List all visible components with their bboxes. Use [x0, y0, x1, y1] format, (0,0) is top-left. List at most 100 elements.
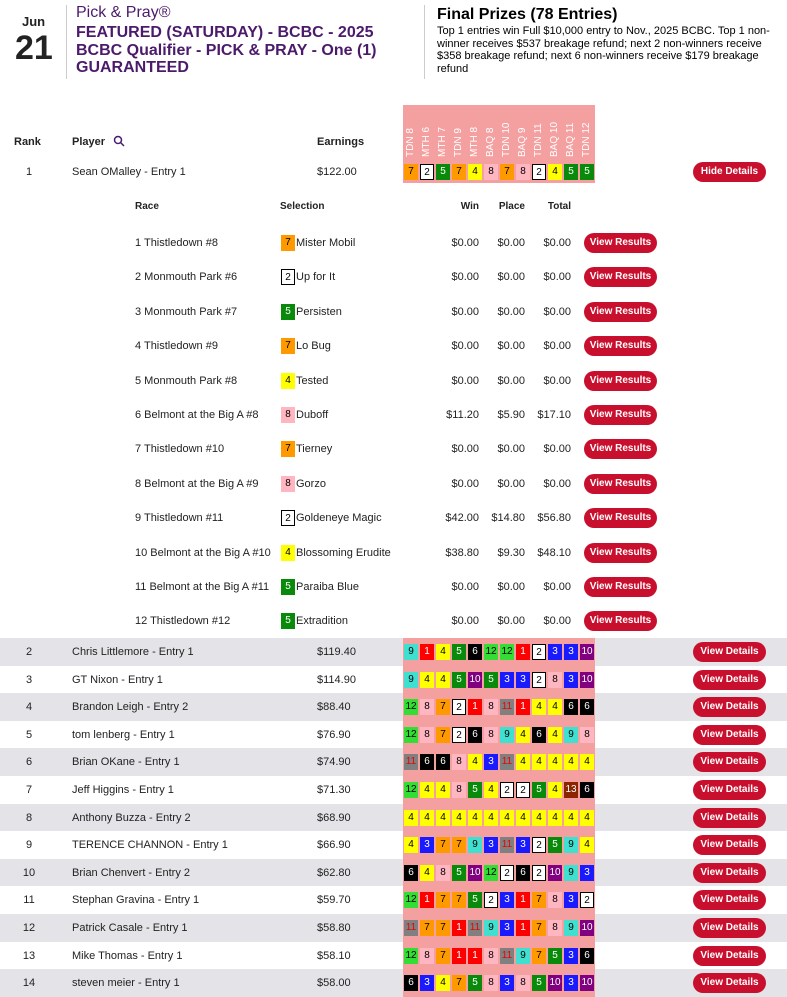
pick: 8: [420, 699, 434, 716]
pick: 10: [468, 864, 482, 881]
results-button[interactable]: View Results: [584, 267, 657, 288]
divider: [66, 5, 67, 79]
details-button[interactable]: View Details: [693, 669, 766, 690]
pick: 4: [436, 809, 450, 826]
details-button[interactable]: View Details: [693, 973, 766, 994]
date-month: Jun: [22, 14, 46, 29]
pick: 8: [436, 864, 450, 881]
results-button[interactable]: View Results: [584, 542, 657, 563]
pick: 11: [500, 947, 514, 964]
place: $0.00: [497, 615, 525, 628]
pick: 10: [548, 975, 562, 992]
details-header: Total: [547, 201, 571, 212]
details-button[interactable]: View Details: [693, 780, 766, 800]
results-button[interactable]: View Results: [584, 508, 657, 529]
search-icon[interactable]: [113, 135, 125, 147]
pick: 2: [532, 864, 546, 881]
pick: 8: [516, 164, 530, 180]
pick: 5: [468, 892, 482, 909]
divider: [424, 5, 425, 79]
pick: 6: [468, 726, 482, 743]
pick: 9: [484, 920, 498, 936]
pick: 3: [564, 892, 578, 909]
results-button[interactable]: View Results: [584, 473, 657, 494]
pick: 2: [452, 726, 466, 743]
rank: 13: [22, 949, 36, 962]
results-button[interactable]: View Results: [584, 611, 657, 632]
details-button[interactable]: View Details: [693, 835, 766, 856]
pick: 9: [564, 726, 578, 743]
pick: 9: [500, 726, 514, 743]
details-button[interactable]: View Details: [693, 642, 766, 662]
details-button[interactable]: View Details: [693, 918, 766, 938]
details-button[interactable]: Hide Details: [693, 162, 766, 182]
player: Brian OKane - Entry 1: [72, 756, 180, 769]
pick: 4: [420, 864, 434, 881]
pick: 6: [404, 864, 418, 881]
horse: Extradition: [296, 615, 348, 628]
pick: 5: [484, 671, 498, 688]
details-button[interactable]: View Details: [693, 697, 766, 718]
pick: 12: [404, 947, 418, 964]
results-button[interactable]: View Results: [584, 233, 657, 253]
pick: 6: [532, 726, 546, 743]
date-day: 21: [15, 29, 53, 67]
pick: 4: [580, 754, 594, 771]
place: $9.30: [497, 546, 525, 559]
pick: 7: [452, 164, 466, 180]
pick: 6: [404, 975, 418, 992]
race-band: [403, 720, 595, 749]
race-band: [403, 776, 595, 804]
brand: Pick & Pray®: [76, 4, 171, 21]
pick: 8: [420, 726, 434, 743]
details-header: Win: [460, 201, 479, 212]
pick: 2: [500, 864, 514, 881]
pick: 5: [452, 671, 466, 688]
pick: 7: [281, 441, 295, 458]
pick: 10: [468, 671, 482, 688]
rank: 9: [25, 839, 33, 852]
results-button[interactable]: View Results: [584, 301, 657, 322]
pick: 7: [436, 837, 450, 854]
details-button[interactable]: View Details: [693, 890, 766, 911]
pick: 9: [516, 947, 530, 964]
contest-title: FEATURED (SATURDAY) - BCBC - 2025 BCBC Q…: [76, 24, 377, 76]
results-button[interactable]: View Results: [584, 439, 657, 460]
pick: 3: [484, 837, 498, 854]
win: $0.00: [451, 271, 479, 284]
details-button[interactable]: View Details: [693, 807, 766, 828]
results-button[interactable]: View Results: [584, 577, 657, 597]
pick: 2: [452, 699, 466, 716]
pick: 5: [468, 975, 482, 992]
pick: 7: [420, 920, 434, 936]
race-band: [403, 941, 595, 970]
horse: Tested: [296, 374, 329, 387]
prizes-title: Final Prizes (78 Entries): [437, 6, 618, 23]
horse: Tierney: [296, 443, 333, 456]
pick: 4: [580, 837, 594, 854]
results-button[interactable]: View Results: [584, 370, 657, 391]
details-button[interactable]: View Details: [693, 724, 766, 745]
details-button[interactable]: View Details: [693, 862, 766, 883]
pick: 4: [532, 699, 546, 716]
details-button[interactable]: View Details: [693, 945, 766, 966]
rank: 11: [23, 894, 35, 907]
race-header: TDN 8: [405, 128, 416, 157]
race: 3 Monmouth Park #7: [135, 305, 238, 318]
pick: 3: [420, 837, 434, 854]
results-button[interactable]: View Results: [584, 405, 657, 425]
race-band: [403, 969, 595, 997]
win: $42.00: [445, 512, 479, 525]
column-header: Earnings: [317, 136, 365, 148]
details-button[interactable]: View Details: [693, 752, 766, 773]
race-header: TDN 10: [501, 122, 512, 157]
pick: 1: [468, 699, 482, 716]
player: Brian Chenvert - Entry 2: [72, 866, 190, 879]
race: 11 Belmont at the Big A #11: [135, 581, 270, 593]
horse: Persisten: [296, 305, 342, 318]
results-button[interactable]: View Results: [584, 336, 657, 357]
race: 1 Thistledown #8: [135, 237, 218, 249]
race-header: MTH 8: [469, 127, 480, 157]
pick: 4: [548, 782, 562, 798]
